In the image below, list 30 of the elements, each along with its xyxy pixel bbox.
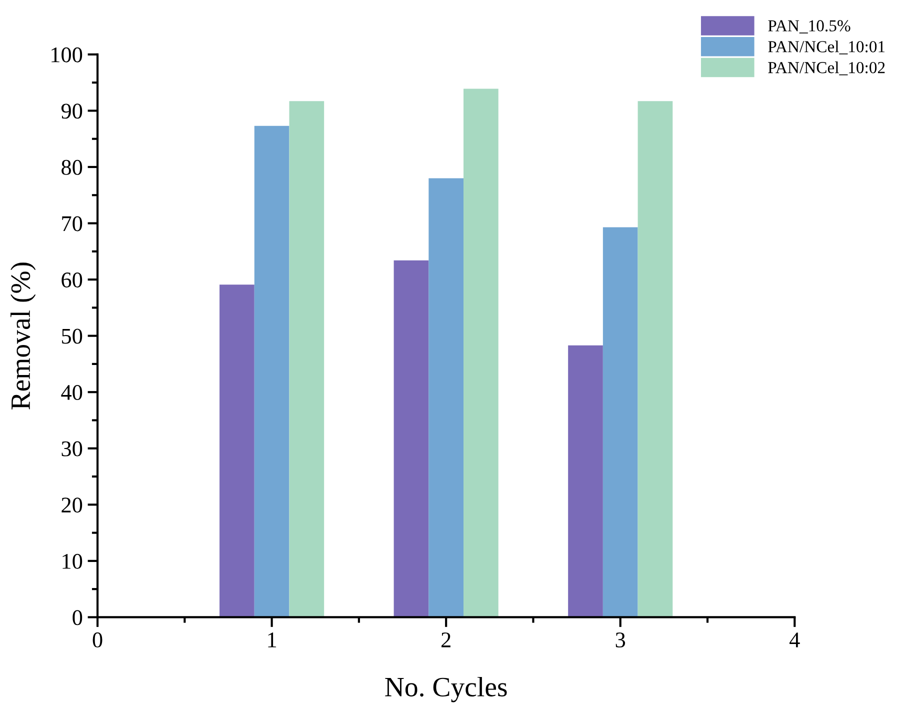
bar xyxy=(254,126,290,618)
bar xyxy=(428,178,464,618)
y-tick-label: 10 xyxy=(62,554,82,569)
bar xyxy=(289,101,324,618)
x-tick-label: 3 xyxy=(616,632,626,648)
bar xyxy=(638,101,673,618)
y-tick-label: 20 xyxy=(62,498,82,513)
legend-label: PAN_10.5% xyxy=(768,20,850,34)
y-tick-label: 80 xyxy=(62,160,82,175)
x-tick-label: 1 xyxy=(268,632,276,648)
y-tick-label: 50 xyxy=(62,328,82,344)
legend-label: PAN/NCel_10:01 xyxy=(768,40,885,54)
x-tick-label: 0 xyxy=(92,632,102,648)
x-tick-label: 2 xyxy=(442,632,450,648)
y-tick-label: 100 xyxy=(52,47,82,62)
legend-label: PAN/NCel_10:02 xyxy=(768,62,885,76)
y-tick-label: 30 xyxy=(62,441,82,456)
x-tick-label: 4 xyxy=(790,632,800,648)
bar xyxy=(568,345,603,618)
bar xyxy=(220,284,254,618)
bar xyxy=(394,260,429,618)
y-tick-label: 90 xyxy=(61,104,82,119)
bar xyxy=(602,227,638,618)
bar xyxy=(464,88,498,618)
y-tick-label: 70 xyxy=(62,216,82,232)
y-tick-label: 60 xyxy=(62,272,82,288)
y-axis-title: Removal (%) xyxy=(10,262,36,410)
y-tick-label: 0 xyxy=(72,610,82,626)
y-tick-label: 40 xyxy=(61,385,82,400)
x-axis-title: No. Cycles xyxy=(385,676,507,702)
